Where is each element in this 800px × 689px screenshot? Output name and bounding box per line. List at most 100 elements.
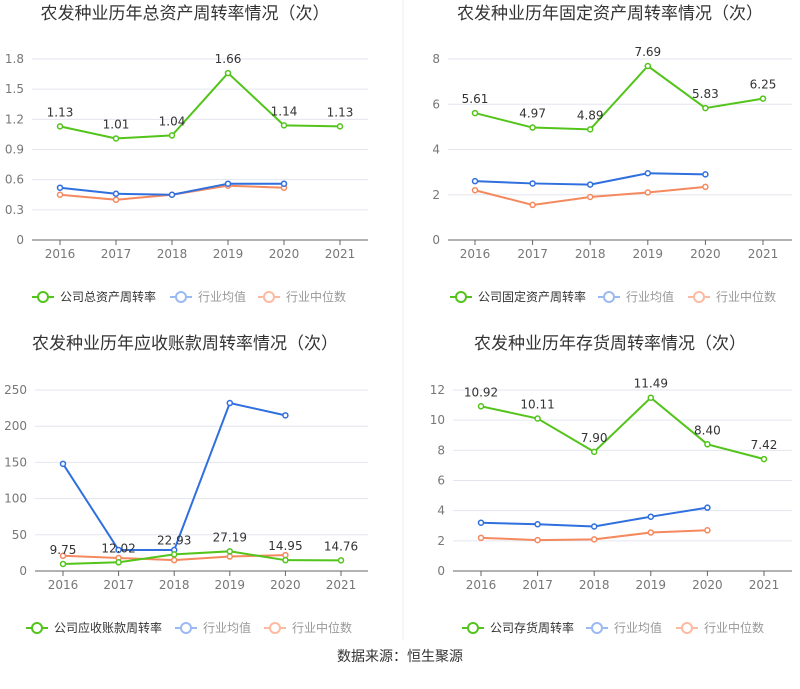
legend-marker	[31, 622, 43, 634]
data-label: 14.95	[268, 539, 302, 553]
y-tick-label: 12	[430, 383, 445, 397]
x-tick-label: 2018	[579, 578, 610, 592]
data-point	[534, 520, 541, 528]
data-point	[280, 180, 288, 187]
data-point	[702, 183, 709, 191]
x-tick-label: 2020	[270, 578, 301, 592]
data-point	[280, 122, 288, 129]
data-point	[56, 184, 64, 191]
x-tick-label: 2021	[749, 578, 780, 592]
data-label: 6.25	[750, 78, 777, 92]
data-label: 4.97	[519, 107, 546, 121]
x-tick-label: 2021	[748, 247, 779, 261]
y-tick-label: 100	[4, 492, 27, 506]
y-tick-label: 2	[437, 534, 445, 548]
series-line-0	[480, 396, 765, 461]
data-point	[471, 177, 479, 185]
data-point	[647, 529, 655, 536]
y-tick-label: 0.3	[5, 203, 24, 217]
x-tick-label: 2017	[101, 247, 132, 261]
legend-marker	[681, 622, 693, 634]
data-point	[59, 460, 67, 468]
chart-title: 农发种业历年存货周转率情况（次）	[474, 334, 746, 354]
legend-label: 行业均值	[626, 289, 674, 304]
data-label: 5.61	[462, 92, 489, 106]
data-point	[590, 536, 598, 543]
data-point	[226, 548, 234, 555]
data-point	[112, 190, 120, 197]
legend-label: 行业中位数	[286, 289, 346, 304]
x-tick-label: 2019	[636, 578, 667, 592]
y-tick-label: 50	[12, 528, 27, 542]
data-point	[759, 95, 767, 102]
x-tick-label: 2016	[48, 578, 79, 592]
x-tick-label: 2017	[517, 247, 548, 261]
chart-title: 农发种业历年应收账款周转率情况（次）	[32, 334, 338, 354]
data-point	[170, 551, 178, 558]
data-point	[224, 69, 232, 77]
x-tick-label: 2017	[522, 578, 553, 592]
data-point	[282, 412, 289, 419]
data-label: 9.75	[50, 543, 77, 557]
data-label: 1.14	[271, 104, 298, 118]
x-tick-label: 2018	[157, 247, 188, 261]
data-point	[647, 513, 655, 520]
x-tick-label: 2019	[213, 247, 244, 261]
data-point	[115, 546, 122, 554]
y-tick-label: 4	[437, 504, 445, 518]
y-tick-label: 6	[432, 97, 440, 111]
data-label: 4.89	[577, 108, 604, 122]
x-tick-label: 2016	[466, 578, 497, 592]
y-tick-label: 0.6	[5, 173, 24, 187]
data-point	[534, 536, 541, 544]
data-source: 数据来源：恒生聚源	[337, 649, 463, 665]
legend-label: 行业均值	[198, 289, 246, 304]
data-point	[115, 559, 122, 566]
data-label: 1.13	[327, 105, 354, 119]
x-tick-label: 2017	[103, 578, 134, 592]
data-point	[112, 196, 120, 204]
data-point	[336, 123, 344, 130]
data-point	[477, 519, 485, 526]
series-line-0	[62, 550, 342, 565]
y-tick-label: 8	[437, 443, 445, 457]
legend-label: 行业均值	[203, 620, 251, 635]
data-point	[586, 181, 594, 188]
data-label: 8.40	[694, 423, 721, 437]
data-point	[590, 448, 598, 456]
series-line-0	[474, 64, 764, 131]
legend-marker	[175, 291, 187, 303]
y-tick-label: 1.5	[5, 82, 24, 96]
data-point	[112, 135, 120, 142]
x-tick-label: 2016	[45, 247, 76, 261]
legend-marker	[269, 622, 281, 634]
y-tick-label: 0	[16, 233, 24, 247]
y-tick-label: 10	[430, 413, 445, 427]
data-point	[168, 132, 176, 139]
y-tick-label: 4	[432, 143, 440, 157]
legend-marker	[603, 291, 615, 303]
data-point	[590, 523, 598, 530]
data-point	[529, 124, 536, 131]
series-line-0	[59, 71, 341, 140]
data-label: 1.01	[103, 117, 130, 131]
data-label: 7.69	[634, 45, 661, 59]
data-label: 11.49	[634, 377, 668, 391]
data-label: 7.42	[751, 438, 778, 452]
data-point	[224, 180, 232, 187]
y-tick-label: 0.9	[5, 143, 24, 157]
legend-label: 公司固定资产周转率	[478, 289, 586, 304]
y-tick-label: 0	[432, 233, 440, 247]
y-tick-label: 8	[432, 52, 440, 66]
legend-marker	[263, 291, 275, 303]
x-tick-label: 2021	[325, 247, 356, 261]
chart-title: 农发种业历年固定资产周转率情况（次）	[457, 4, 763, 24]
data-point	[644, 170, 652, 177]
y-tick-label: 1.8	[5, 52, 24, 66]
data-point	[529, 180, 536, 187]
data-point	[702, 104, 709, 112]
y-tick-label: 2	[432, 188, 440, 202]
legend-label: 公司存货周转率	[490, 620, 574, 635]
data-label: 1.13	[47, 105, 74, 119]
